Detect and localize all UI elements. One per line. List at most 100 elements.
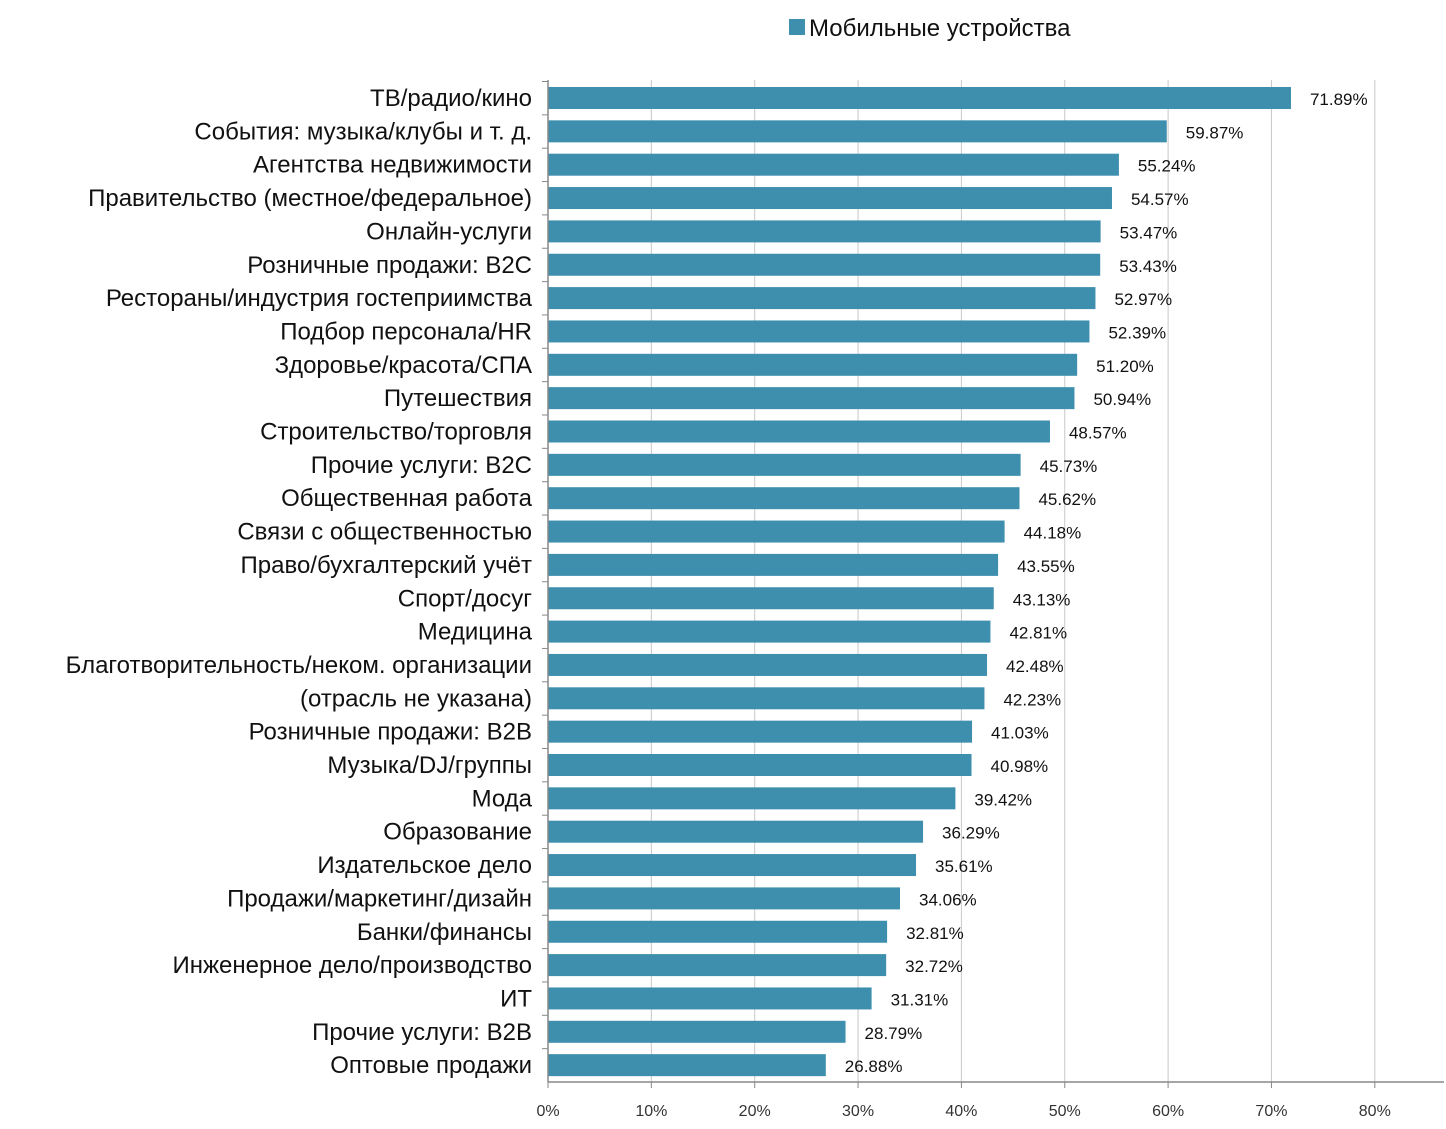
value-label: 32.81% [906,924,964,943]
category-label: Спорт/досуг [398,585,533,612]
bar [548,620,991,643]
value-label: 53.43% [1119,257,1177,276]
category-label: Медицина [418,619,533,646]
bar [548,987,872,1010]
category-label: Прочие услуги: B2B [312,1019,532,1046]
bar [548,553,999,576]
category-label: Банки/финансы [357,919,532,946]
value-label: 42.23% [1003,690,1061,709]
category-label: ИТ [500,985,532,1012]
x-tick-label: 80% [1359,1103,1391,1120]
x-tick-label: 70% [1255,1103,1287,1120]
x-tick-label: 30% [842,1103,874,1120]
value-label: 40.98% [991,757,1049,776]
bar [548,520,1005,543]
labels: ТВ/радио/кино 71.89% События: музыка/клубы… [66,85,1368,1079]
value-label: 55.24% [1138,157,1196,176]
value-label: 42.81% [1009,624,1067,643]
category-label: Правительство (местное/федеральное) [88,185,532,212]
value-label: 36.29% [942,824,1000,843]
category-label: Строительство/торговля [260,419,532,446]
bar [548,1020,846,1043]
value-label: 71.89% [1310,90,1368,109]
category-label: Общественная работа [281,485,533,512]
value-label: 54.57% [1131,190,1189,209]
category-label: Рестораны/индустрия гостеприимства [106,285,533,312]
category-label: События: музыка/клубы и т. д. [194,118,532,145]
value-label: 31.31% [891,990,949,1009]
legend: Мобильные устройства [789,15,1071,42]
bar [548,87,1291,109]
value-label: 32.72% [905,957,963,976]
category-label: Онлайн-услуги [366,218,532,245]
bar [548,387,1075,410]
bar [548,353,1078,376]
value-label: 53.47% [1120,223,1178,242]
bar [548,453,1021,476]
bar [548,887,901,910]
category-label: ТВ/радио/кино [370,85,532,112]
axes: 0% 10% 20% 30% 40% 50% 60% 70% 80% [536,80,1444,1120]
value-label: 48.57% [1069,424,1127,443]
category-label: Право/бухгалтерский учёт [241,552,532,579]
x-tick-label: 60% [1152,1103,1184,1120]
bar [548,920,888,943]
category-label: Связи с общественностью [237,519,532,546]
gridlines [650,80,1376,1082]
bar [548,954,887,977]
category-label: (отрасль не указана) [300,685,532,712]
x-tick-label: 50% [1049,1103,1081,1120]
bar [548,487,1020,510]
value-label: 28.79% [865,1024,923,1043]
bar [548,420,1050,443]
bar [548,687,985,710]
bars [548,87,1291,1077]
bar [548,854,917,877]
category-label: Розничные продажи: B2B [249,719,532,746]
category-label: Прочие услуги: B2C [311,452,532,479]
bar [548,220,1101,243]
bar [548,320,1090,343]
x-tick-label: 20% [739,1103,771,1120]
bar [548,153,1119,176]
category-label: Оптовые продажи [330,1052,532,1079]
bar [548,820,924,843]
value-label: 52.39% [1108,323,1166,342]
category-label: Розничные продажи: B2C [247,252,532,279]
legend-label: Мобильные устройства [809,15,1071,42]
value-label: 50.94% [1093,390,1151,409]
bar [548,287,1096,310]
bar [548,720,973,743]
category-label: Издательское дело [317,852,532,879]
value-label: 59.87% [1186,123,1244,142]
category-label: Музыка/DJ/группы [327,752,532,779]
category-label: Агентства недвижимости [253,152,532,179]
bar [548,120,1167,143]
value-label: 35.61% [935,857,993,876]
x-tick-label: 40% [945,1103,977,1120]
value-label: 43.13% [1013,590,1071,609]
value-label: 43.55% [1017,557,1075,576]
legend-swatch [789,19,805,35]
value-label: 45.62% [1038,490,1096,509]
value-label: 51.20% [1096,357,1154,376]
bar [548,754,972,776]
category-label: Благотворительность/неком. организации [66,652,532,679]
value-label: 44.18% [1024,524,1082,543]
bar [548,653,988,676]
category-label: Путешествия [384,385,532,412]
value-label: 41.03% [991,724,1049,743]
category-label: Здоровье/красота/СПА [275,352,532,379]
value-label: 42.48% [1006,657,1064,676]
category-label: Инженерное дело/производство [172,952,532,979]
value-label: 34.06% [919,890,977,909]
bar [548,787,956,810]
x-tick-label: 0% [536,1103,559,1120]
value-label: 45.73% [1040,457,1098,476]
category-label: Образование [383,819,532,846]
value-label: 39.42% [974,790,1032,809]
value-label: 26.88% [845,1057,903,1076]
bar [548,253,1101,276]
category-label: Подбор персонала/HR [280,318,532,345]
